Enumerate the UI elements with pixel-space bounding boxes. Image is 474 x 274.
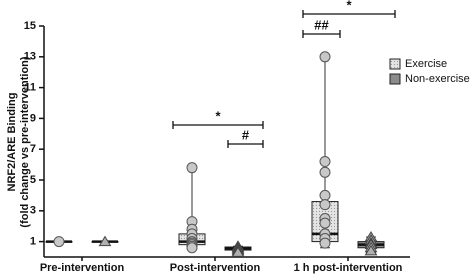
significance-bracket: [227, 140, 264, 148]
data-point: [231, 246, 245, 257]
x-tick-label: 1 h post-intervention: [294, 262, 403, 274]
y-tick-label: 7: [30, 143, 36, 155]
data-point: [186, 242, 198, 254]
legend-swatch: [389, 58, 401, 70]
x-tick-label: Pre-intervention: [40, 262, 125, 274]
legend-label: Exercise: [405, 58, 447, 70]
y-tick-label: 15: [24, 20, 36, 32]
significance-label: #: [242, 127, 250, 142]
data-point: [319, 237, 331, 249]
data-point: [364, 244, 378, 256]
data-point: [319, 199, 331, 211]
x-tick-label: Post-intervention: [170, 262, 261, 274]
y-axis-label: NRF2/ARE Binding: [6, 93, 18, 192]
y-tick-label: 11: [24, 82, 36, 94]
y-tick-label: 1: [30, 236, 36, 248]
data-point: [98, 235, 112, 247]
data-point: [319, 51, 331, 63]
y-axis-label: (fold change vs pre-intervention): [19, 56, 31, 227]
y-tick-label: 9: [30, 112, 36, 124]
data-point: [53, 236, 65, 248]
legend-swatch: [389, 73, 401, 85]
data-point: [186, 162, 198, 174]
significance-bracket: [302, 30, 341, 38]
y-tick-label: 5: [30, 174, 36, 186]
data-point: [319, 156, 331, 168]
significance-bracket: [172, 121, 264, 129]
y-tick-label: 13: [24, 51, 36, 63]
significance-bracket: [302, 10, 396, 18]
legend-label: Non-exercise: [405, 73, 470, 85]
data-point: [319, 217, 331, 229]
data-point: [319, 189, 331, 201]
significance-label: ##: [314, 17, 329, 32]
significance-label: *: [215, 108, 221, 123]
data-point: [319, 166, 331, 178]
significance-label: *: [346, 0, 352, 12]
y-tick-label: 3: [30, 205, 36, 217]
